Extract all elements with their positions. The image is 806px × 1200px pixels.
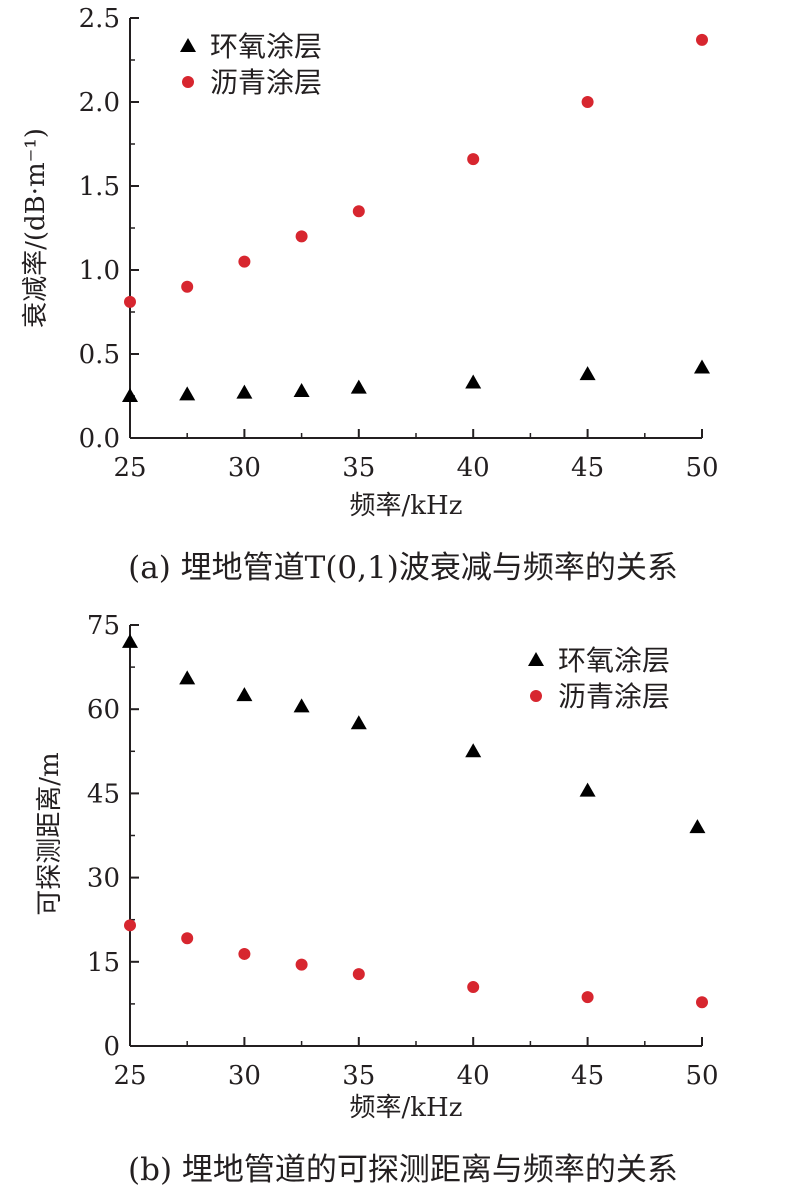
chart-b-epoxy-point <box>350 715 367 730</box>
chart-a-y-tick-label: 0.0 <box>79 424 120 454</box>
chart-a-y-axis-title: 衰减率/(dB·m⁻¹) <box>21 128 51 328</box>
chart-b-epoxy-point <box>465 743 482 758</box>
chart-b-epoxy-point <box>579 782 596 797</box>
chart-a-asphalt-point <box>238 255 251 268</box>
chart-a-x-tick-label: 35 <box>342 453 375 483</box>
chart-a-x-tick-label: 50 <box>685 453 718 483</box>
chart-b-y-tick-label: 30 <box>87 864 120 894</box>
chart-b-y-tick-label: 15 <box>87 948 120 978</box>
chart-a-asphalt-point <box>181 280 194 293</box>
chart-b-legend-asphalt-label: 沥青涂层 <box>558 680 670 713</box>
chart-a-epoxy-point <box>465 374 482 389</box>
chart-a-epoxy-point <box>236 384 253 399</box>
chart-b-x-axis-title: 频率/kHz <box>350 1093 463 1123</box>
chart-b-y-tick-label: 60 <box>87 695 120 725</box>
chart-b-x-tick-label: 45 <box>571 1061 604 1091</box>
chart-a-y-tick-label: 2.5 <box>79 4 120 34</box>
chart-b-series-epoxy <box>122 633 706 834</box>
chart-a: 25 30 35 40 45 50 0.0 0.5 1.0 1.5 2.0 2.5 频率/kHz 衰减率/… <box>21 4 719 586</box>
chart-b-legend-epoxy-label: 环氧涂层 <box>558 644 670 677</box>
chart-b-x-tick-label: 50 <box>685 1061 718 1091</box>
chart-a-x-tick-label: 30 <box>228 453 261 483</box>
chart-a-asphalt-point <box>295 230 308 243</box>
chart-b-asphalt-point <box>352 968 365 981</box>
chart-a-x-tick-label: 25 <box>113 453 146 483</box>
chart-b-x-tick-label: 30 <box>228 1061 261 1091</box>
chart-a-y-tick-label: 0.5 <box>79 340 120 370</box>
chart-a-y-tick-label: 1.5 <box>79 172 120 202</box>
chart-b-asphalt-point <box>467 981 480 994</box>
chart-a-y-tick-label: 1.0 <box>79 256 120 286</box>
chart-a-asphalt-point <box>696 33 708 46</box>
chart-b-y-tick-label: 0 <box>103 1032 120 1062</box>
chart-a-epoxy-point <box>122 388 138 402</box>
chart-a-epoxy-point <box>579 366 596 381</box>
chart-a-legend-asphalt-marker <box>182 76 194 88</box>
chart-a-legend-epoxy-label: 环氧涂层 <box>210 30 322 63</box>
chart-a-epoxy-point <box>179 386 196 401</box>
chart-b-asphalt-point <box>238 947 251 960</box>
chart-b-epoxy-point <box>122 633 138 648</box>
chart-b-legend-epoxy-marker <box>528 652 544 666</box>
chart-b-series-asphalt <box>124 919 708 1009</box>
chart-b-epoxy-point <box>293 698 310 713</box>
chart-b-x-tick-label: 40 <box>457 1061 490 1091</box>
chart-a-legend-asphalt-label: 沥青涂层 <box>210 66 322 99</box>
chart-a-asphalt-point <box>124 295 136 308</box>
chart-a-series-asphalt <box>124 33 708 308</box>
chart-a-legend-epoxy-marker <box>180 38 196 52</box>
chart-b-epoxy-point <box>689 819 706 834</box>
chart-a-epoxy-point <box>694 359 710 374</box>
chart-b-y-tick-label: 45 <box>87 779 120 809</box>
chart-b-asphalt-point <box>181 932 194 945</box>
chart-b-asphalt-point <box>295 958 308 971</box>
chart-a-x-tick-label: 40 <box>457 453 490 483</box>
chart-b-epoxy-point <box>236 687 253 702</box>
chart-a-caption: (a) 埋地管道T(0,1)波衰减与频率的关系 <box>128 550 678 586</box>
chart-b-legend-asphalt-marker <box>530 690 542 702</box>
chart-b-asphalt-point <box>124 919 136 932</box>
chart-b: 25 30 35 40 45 50 0 15 30 45 60 75 频率/kHz 可探测距离/m (b) … <box>35 611 719 1188</box>
chart-b-asphalt-point <box>696 996 708 1009</box>
chart-a-epoxy-point <box>293 382 310 397</box>
chart-b-caption: (b) 埋地管道的可探测距离与频率的关系 <box>128 1152 678 1188</box>
chart-a-y-tick-label: 2.0 <box>79 88 120 118</box>
chart-b-epoxy-point <box>179 670 196 685</box>
chart-b-x-tick-label: 25 <box>113 1061 146 1091</box>
chart-a-series-epoxy <box>122 359 710 402</box>
chart-b-y-tick-label: 75 <box>87 611 120 641</box>
chart-a-asphalt-point <box>581 96 594 108</box>
chart-a-epoxy-point <box>350 379 367 394</box>
chart-a-asphalt-point <box>352 205 365 218</box>
chart-a-asphalt-point <box>467 153 480 166</box>
chart-b-asphalt-point <box>581 991 594 1004</box>
chart-b-y-axis-title: 可探测距离/m <box>35 752 65 915</box>
chart-b-x-tick-label: 35 <box>342 1061 375 1091</box>
chart-a-x-axis-title: 频率/kHz <box>350 491 463 521</box>
chart-a-x-tick-label: 45 <box>571 453 604 483</box>
